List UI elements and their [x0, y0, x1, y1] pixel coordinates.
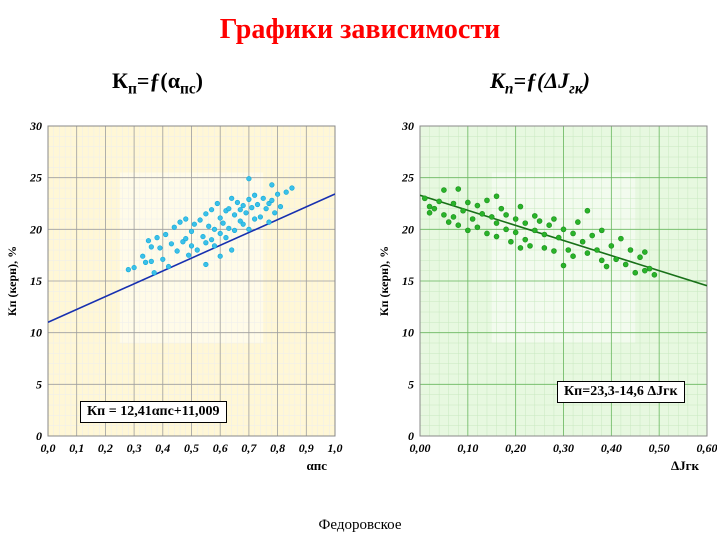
chart-left-subtitle: Кп=ƒ(αпс) — [112, 68, 203, 98]
svg-text:10: 10 — [30, 326, 42, 340]
equation-box: Кп = 12,41αпс+11,009 — [80, 401, 227, 423]
svg-text:Кп (керн), %: Кп (керн), % — [5, 246, 19, 316]
chart-right-subtitle: Кп=ƒ(ΔJгк) — [490, 68, 590, 98]
svg-text:Кп (керн), %: Кп (керн), % — [377, 246, 391, 316]
svg-text:0,30: 0,30 — [553, 441, 574, 455]
svg-text:15: 15 — [402, 274, 414, 288]
svg-text:0,50: 0,50 — [649, 441, 670, 455]
svg-text:5: 5 — [408, 377, 414, 391]
svg-text:0,5: 0,5 — [184, 441, 199, 455]
equation-box: Кп=23,3-14,6 ΔJгк — [557, 381, 685, 403]
svg-text:0,20: 0,20 — [505, 441, 526, 455]
footer-text: Федоровское — [0, 517, 720, 534]
svg-text:0,9: 0,9 — [299, 441, 314, 455]
svg-text:αпс: αпс — [306, 458, 327, 473]
svg-text:25: 25 — [401, 171, 414, 185]
chart-left: 0,0 0,1 0,2 0,3 0,4 0,5 0,6 0,7 0,8 0,9 1,0 0 5 10 15 2… — [0, 118, 345, 478]
svg-text:0,6: 0,6 — [213, 441, 228, 455]
svg-text:20: 20 — [401, 222, 414, 236]
svg-text:30: 30 — [401, 119, 414, 133]
svg-text:0,40: 0,40 — [601, 441, 622, 455]
svg-text:0,7: 0,7 — [241, 441, 257, 455]
svg-text:15: 15 — [30, 274, 42, 288]
svg-text:0,8: 0,8 — [270, 441, 285, 455]
svg-text:10: 10 — [402, 326, 414, 340]
svg-text:0,0: 0,0 — [41, 441, 56, 455]
svg-text:0,1: 0,1 — [69, 441, 84, 455]
svg-text:5: 5 — [36, 377, 42, 391]
page-title: Графики зависимости — [0, 14, 720, 46]
svg-text:25: 25 — [29, 171, 42, 185]
svg-text:0,00: 0,00 — [410, 441, 431, 455]
svg-text:0,10: 0,10 — [457, 441, 478, 455]
svg-text:0,2: 0,2 — [98, 441, 113, 455]
svg-text:0,3: 0,3 — [127, 441, 142, 455]
svg-text:30: 30 — [29, 119, 42, 133]
svg-text:20: 20 — [29, 222, 42, 236]
svg-text:0: 0 — [36, 429, 42, 443]
chart-right: 0,00 0,10 0,20 0,30 0,40 0,50 0,60 0 5 10 15 20 25 30… — [372, 118, 717, 478]
svg-text:0,4: 0,4 — [155, 441, 170, 455]
svg-text:0: 0 — [408, 429, 414, 443]
svg-text:0,60: 0,60 — [697, 441, 718, 455]
svg-text:ΔJгк: ΔJгк — [671, 458, 700, 473]
svg-text:1,0: 1,0 — [328, 441, 343, 455]
